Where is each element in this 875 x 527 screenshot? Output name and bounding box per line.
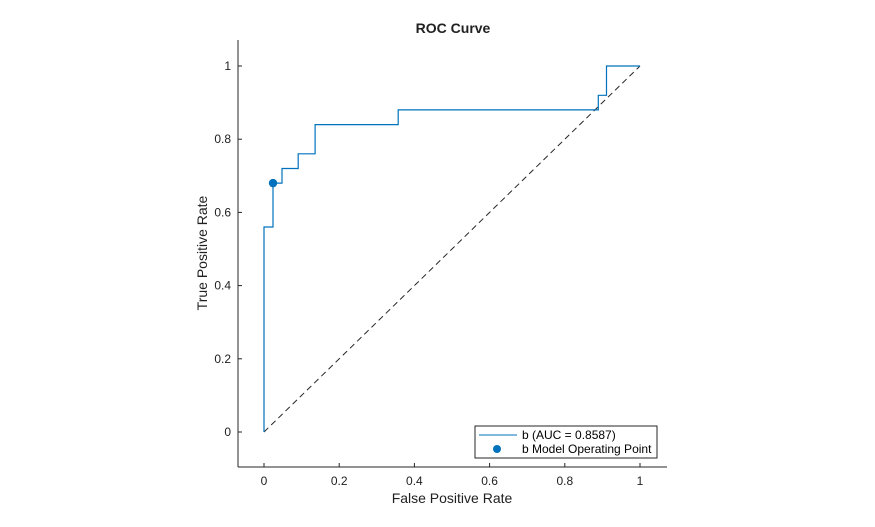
legend: b (AUC = 0.8587) b Model Operating Point — [474, 425, 658, 459]
plot-area — [263, 65, 641, 433]
legend-dot-swatch — [493, 445, 501, 453]
chance-diagonal-line — [263, 65, 641, 433]
roc-curve-line — [263, 65, 640, 432]
y-ticks: 0 0.2 0.4 0.6 0.8 1 — [214, 59, 242, 439]
y-tick-label: 1 — [224, 59, 231, 73]
legend-label-operating-point: b Model Operating Point — [522, 442, 652, 456]
chart-title: ROC Curve — [416, 20, 491, 36]
axes — [237, 40, 667, 468]
y-tick-label: 0.2 — [214, 352, 231, 366]
x-tick-label: 0.6 — [481, 474, 498, 488]
x-tick-label: 0.2 — [331, 474, 348, 488]
legend-label-roc: b (AUC = 0.8587) — [522, 428, 616, 442]
x-ticks: 0 0.2 0.4 0.6 0.8 1 — [261, 463, 644, 488]
x-axis-label: False Positive Rate — [392, 490, 513, 506]
x-tick-label: 1 — [637, 474, 644, 488]
operating-point-marker — [268, 178, 278, 188]
x-tick-label: 0.8 — [556, 474, 573, 488]
x-tick-label: 0 — [261, 474, 268, 488]
y-tick-label: 0.4 — [214, 279, 231, 293]
legend-box — [474, 425, 658, 459]
y-axis-label: True Positive Rate — [194, 195, 210, 310]
y-tick-label: 0 — [224, 425, 231, 439]
y-tick-label: 0.8 — [214, 132, 231, 146]
y-tick-label: 0.6 — [214, 205, 231, 219]
x-tick-label: 0.4 — [406, 474, 423, 488]
